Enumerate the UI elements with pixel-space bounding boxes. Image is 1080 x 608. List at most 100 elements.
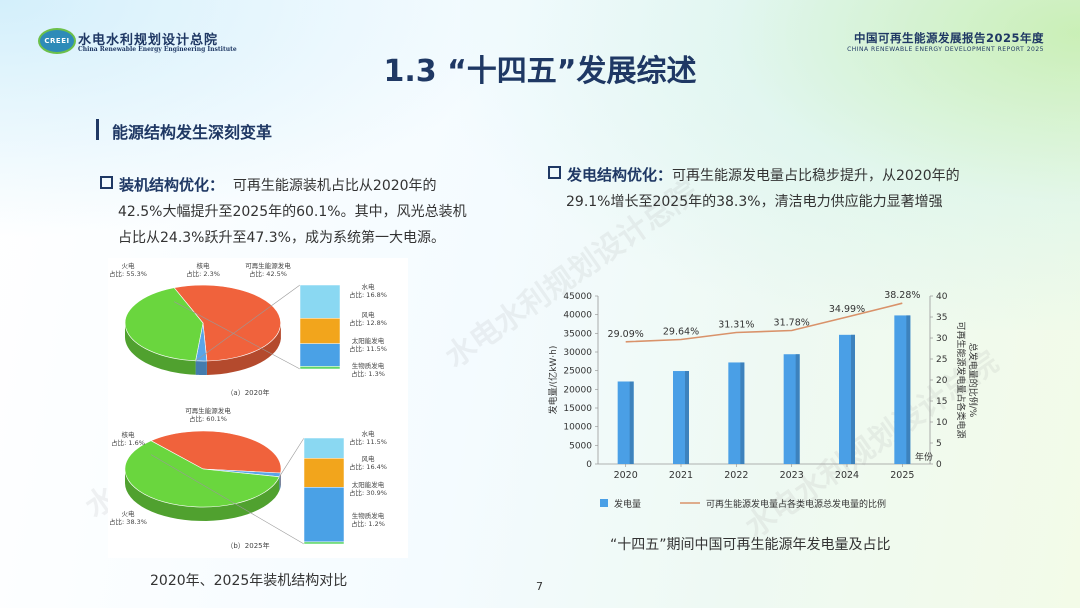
bar-shade-2024: [851, 334, 855, 464]
y-tick-label: 35000: [563, 329, 592, 339]
installed-text-line3: 占比从24.3%跃升至47.3%，成为系统第一大电源。: [118, 230, 445, 246]
pie-label-name: 火电: [122, 261, 136, 270]
pie-side-可再生能源发电: [125, 469, 280, 521]
breakdown-bar-风电: [303, 458, 345, 488]
x-tick-label: 2024: [835, 470, 859, 481]
breakdown-bar-太阳能发电: [303, 487, 345, 543]
checkbox-bullet-icon: [100, 176, 113, 189]
ratio-data-label: 38.28%: [884, 290, 920, 301]
ratio-data-label: 31.78%: [774, 318, 810, 329]
pie-slice-火电: [173, 284, 281, 362]
pie-label-value: 占比: 60.1%: [189, 414, 227, 423]
pie-caption: （b）2025年: [226, 541, 269, 550]
logo-icon: CREEI: [38, 28, 76, 54]
pie-caption: （a）2020年: [226, 388, 269, 397]
breakdown-label-value: 占比: 11.5%: [349, 437, 387, 446]
connector-line: [279, 437, 305, 477]
bar-shade-2020: [629, 381, 634, 464]
pie-label-name: 核电: [197, 261, 211, 270]
pie-label-value: 占比: 42.5%: [249, 269, 287, 278]
pie-side-可再生能源发电: [125, 323, 196, 375]
pie-side-核电: [195, 360, 207, 375]
bar-shade-2025: [906, 315, 911, 464]
x-axis-label: 年份: [915, 451, 933, 463]
y-axis-label: 发电量/(亿kW·h): [547, 346, 559, 415]
generation-chart: 0 5000 10000 15000 20000 25000 30000 35000 40000…: [540, 282, 980, 522]
generation-chart-svg: 0 5000 10000 15000 20000 25000 30000 35000 40000…: [547, 290, 979, 510]
generation-structure-paragraph: 发电结构优化：可再生能源发电量占比稳步提升，从2020年的 29.1%增长至20…: [548, 162, 988, 215]
y-tick-label: 10000: [563, 423, 592, 433]
ratio-line: [625, 302, 903, 343]
pie-label-name: 火电: [122, 509, 136, 518]
breakdown-label-value: 占比: 1.2%: [351, 519, 385, 528]
bar-shade-2023: [795, 354, 800, 464]
pie-label-value: 占比: 1.6%: [111, 438, 145, 447]
breakdown-label-name: 水电: [362, 282, 376, 291]
legend-bar-swatch: [600, 499, 608, 507]
y2-axis-label-line1: 可再生能源发电量占各类电源: [955, 321, 967, 438]
y-tick-label: 45000: [563, 292, 592, 302]
bar-shade-2022: [740, 362, 745, 464]
x-tick-label: 2025: [890, 470, 914, 481]
breakdown-label-name: 风电: [362, 454, 376, 463]
y2-tick-label: 15: [936, 397, 947, 407]
breakdown-label-value: 占比: 16.8%: [349, 290, 387, 299]
x-tick-label: 2020: [614, 470, 638, 481]
x-tick-label: 2021: [669, 470, 693, 481]
breakdown-label-name: 生物质发电: [352, 361, 385, 370]
pie-slice-火电: [150, 430, 282, 474]
pie-label-value: 占比: 2.3%: [186, 269, 220, 278]
pie-slice-可再生能源发电: [124, 287, 204, 362]
pie-label-name: 核电: [122, 430, 136, 439]
pie-label-name: 可再生能源发电: [245, 261, 291, 270]
installed-structure-label: 装机结构优化：: [119, 176, 225, 194]
breakdown-bar-生物质发电: [299, 366, 341, 370]
breakdown-label-value: 占比: 1.3%: [351, 369, 385, 378]
section-title: 能源结构发生深刻变革: [112, 123, 273, 142]
background-glow-right: [460, 0, 1080, 330]
page-number: 7: [536, 580, 543, 593]
pie-charts-caption: 2020年、2025年装机结构对比: [150, 573, 348, 589]
installed-capacity-pie-charts: 水电 占比: 16.8% 风电 占比: 12.8% 太阳能发电 占比: 11.5% 生物质发…: [108, 258, 408, 558]
installed-text-line2: 42.5%大幅提升至2025年的60.1%。其中，风光总装机: [118, 204, 467, 220]
generation-text-line1: 可再生能源发电量占比稳步提升，从2020年的: [672, 168, 960, 184]
generation-text-line2: 29.1%增长至2025年的38.3%，清洁电力供应能力显著增强: [566, 194, 943, 210]
installed-text-line1: 可再生能源装机占比从2020年的: [232, 178, 437, 194]
breakdown-bar-风电: [299, 318, 341, 344]
y2-tick-label: 30: [936, 334, 948, 344]
ratio-data-label: 31.31%: [718, 319, 754, 330]
y2-tick-label: 0: [936, 460, 942, 470]
breakdown-label-name: 水电: [362, 429, 376, 438]
connector-line: [173, 301, 301, 370]
ratio-data-label: 29.09%: [608, 329, 644, 340]
generation-structure-label: 发电结构优化：: [567, 166, 673, 184]
report-title-en: CHINA RENEWABLE ENERGY DEVELOPMENT REPOR…: [847, 46, 1044, 53]
pie-label-value: 占比: 55.3%: [109, 269, 147, 278]
breakdown-label-name: 太阳能发电: [352, 336, 385, 345]
installed-structure-paragraph: 装机结构优化： 可再生能源装机占比从2020年的 42.5%大幅提升至2025年…: [100, 172, 490, 251]
background-glow-left: [0, 0, 520, 240]
y-tick-label: 15000: [563, 404, 592, 414]
y-tick-label: 20000: [563, 385, 592, 395]
pie-slice-可再生能源发电: [124, 440, 280, 508]
x-tick-label: 2023: [780, 470, 804, 481]
legend-bar-label: 发电量: [614, 498, 641, 510]
breakdown-label-value: 占比: 11.5%: [349, 344, 387, 353]
org-name: 水电水利规划设计总院: [78, 33, 219, 48]
breakdown-bar-太阳能发电: [299, 343, 341, 367]
y-tick-label: 25000: [563, 367, 592, 377]
pie-label-value: 占比: 38.3%: [109, 517, 147, 526]
y2-tick-label: 10: [936, 418, 948, 428]
breakdown-bar-水电: [303, 437, 345, 459]
y-tick-label: 30000: [563, 348, 592, 358]
y2-tick-label: 35: [936, 313, 947, 323]
ratio-data-label: 34.99%: [829, 304, 865, 315]
bar-shade-2021: [685, 371, 689, 464]
ratio-data-label: 29.64%: [663, 327, 699, 338]
y2-tick-label: 20: [936, 376, 948, 386]
breakdown-label-value: 占比: 30.9%: [349, 488, 387, 497]
breakdown-label-name: 风电: [362, 310, 376, 319]
pie-side-核电: [279, 473, 281, 491]
